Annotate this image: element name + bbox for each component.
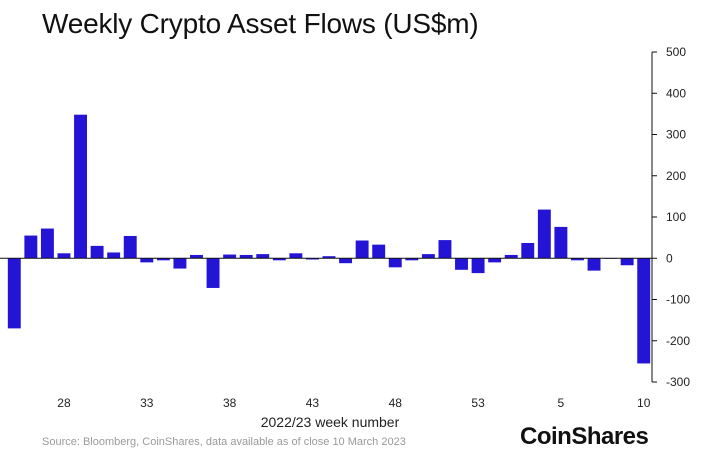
y-tick-label: -300 (666, 375, 690, 389)
bar-week-41-16 (272, 258, 286, 261)
x-tick-label: 10 (637, 396, 651, 410)
bar-week-48-23 (388, 258, 402, 268)
bar-week-45-20 (339, 258, 353, 264)
x-axis-label: 2022/23 week number (260, 414, 400, 430)
bar-week-10-38 (637, 258, 651, 364)
x-axis-ticks: 28 33 38 43 48 53 5 10 (57, 396, 650, 410)
y-tick-label: -200 (666, 334, 690, 348)
bar-week-29-4 (74, 114, 87, 259)
bar-week-2-30 (504, 254, 518, 259)
y-axis-ticks: -300 -200 -100 0 100 200 300 400 500 (652, 45, 690, 389)
chart-title: Weekly Crypto Asset Flows (US$m) (42, 8, 479, 39)
bar-week-52-27 (455, 258, 468, 270)
bar-week-39-14 (239, 254, 253, 259)
y-tick-label: 400 (666, 86, 686, 100)
bar-week-7-35 (587, 258, 601, 271)
bar-week-46-21 (355, 240, 369, 259)
bar-week-32-7 (123, 235, 137, 259)
bar-week-30-5 (90, 245, 104, 259)
x-tick-label: 28 (57, 396, 71, 410)
source-note: Source: Bloomberg, CoinShares, data avai… (42, 436, 406, 448)
y-tick-label: 200 (666, 169, 686, 183)
bar-week-1-29 (488, 258, 502, 263)
bar-week-40-15 (256, 254, 270, 259)
bar-week-34-9 (156, 258, 170, 261)
x-tick-label: 48 (389, 396, 403, 410)
y-tick-label: 300 (666, 128, 686, 142)
y-tick-label: 500 (666, 45, 686, 59)
bar-week-25-0 (7, 258, 21, 329)
bar-week-36-11 (190, 254, 203, 259)
bar-week-51-26 (438, 240, 452, 259)
coinshares-logo: CoinShares (520, 423, 649, 450)
bar-week-5-33 (554, 226, 568, 259)
x-tick-label: 53 (471, 396, 485, 410)
bar-week-3-31 (521, 242, 535, 259)
y-tick-label: -100 (666, 293, 690, 307)
bar-week-28-3 (57, 253, 71, 259)
bar-week-44-19 (322, 256, 336, 259)
bar-week-9-37 (620, 258, 634, 266)
bar-week-38-13 (223, 254, 237, 259)
bar-week-42-17 (289, 253, 303, 259)
bar-week-49-24 (405, 258, 419, 261)
bar-week-4-32 (537, 209, 551, 259)
x-tick-label: 33 (140, 396, 154, 410)
bar-week-6-34 (571, 258, 584, 261)
bars-group (7, 114, 651, 364)
bar-week-31-6 (107, 252, 121, 259)
x-tick-label: 43 (306, 396, 320, 410)
x-tick-label: 5 (558, 396, 565, 410)
bar-week-33-8 (140, 258, 154, 263)
x-tick-label: 38 (223, 396, 237, 410)
bar-week-53-28 (471, 258, 485, 274)
y-tick-label: 100 (666, 210, 686, 224)
bar-week-50-25 (421, 254, 435, 259)
bar-week-47-22 (372, 244, 386, 259)
bar-week-35-10 (173, 258, 187, 269)
bar-week-37-12 (206, 258, 220, 288)
bar-week-43-18 (305, 258, 319, 260)
bar-week-26-1 (24, 235, 38, 259)
bar-week-27-2 (40, 228, 54, 259)
y-tick-label: 0 (666, 251, 673, 265)
